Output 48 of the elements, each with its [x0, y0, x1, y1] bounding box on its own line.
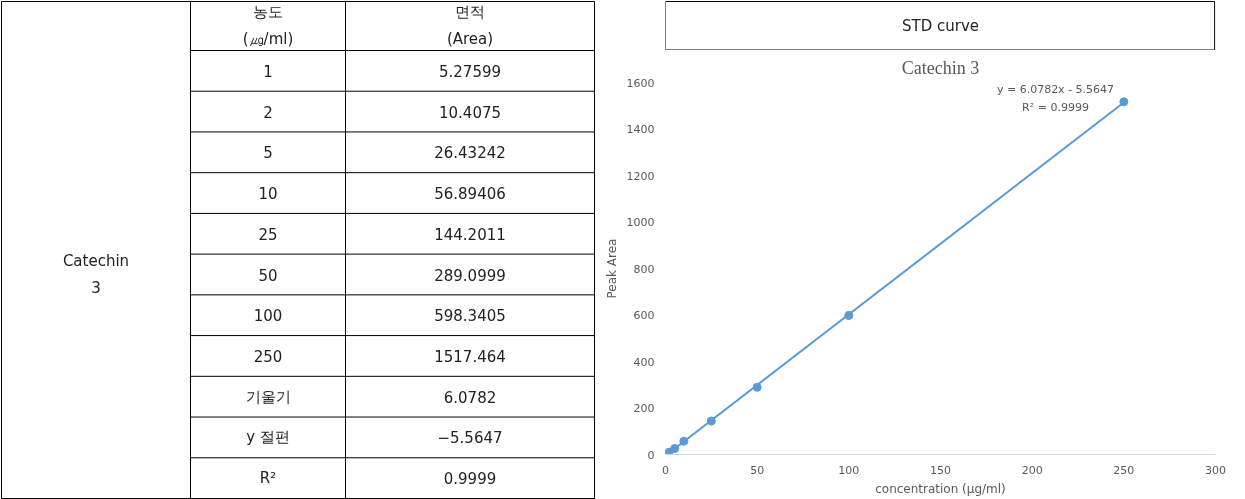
text: 2: [263, 103, 273, 122]
y-tick-label: 0: [647, 448, 655, 462]
y-axis-title: Peak Area: [604, 238, 619, 299]
y-tick-label: 600: [633, 309, 655, 322]
text: 5: [263, 144, 273, 163]
point: [1119, 97, 1129, 107]
y-tick-label: 800: [633, 262, 655, 276]
text: −5.5647: [437, 429, 503, 448]
text: 6.0782: [443, 388, 497, 407]
y-tick-label: 200: [633, 402, 655, 415]
text: 250: [253, 347, 283, 366]
text: 10: [258, 185, 278, 204]
text: 598.3405: [434, 307, 506, 326]
text: 1517.464: [434, 347, 506, 366]
text: 면적 (Area): [446, 3, 494, 48]
annotation: R² = 0.9999: [1022, 100, 1089, 114]
chart-title: Catechin 3: [901, 57, 980, 78]
text: 10.4075: [438, 103, 502, 122]
text: Catechin 3: [62, 252, 130, 297]
x-tick-label: 50: [750, 463, 765, 477]
text: 농도 (㎍/ml): [242, 3, 294, 48]
x-tick-label: 200: [1021, 463, 1043, 477]
x-axis-title: concentration (µg/ml): [875, 481, 1006, 496]
text: R²: [259, 469, 277, 488]
text: 1: [263, 62, 273, 81]
x-tick-label: 0: [662, 463, 669, 477]
x-tick-label: 300: [1205, 463, 1226, 477]
text: 100: [253, 307, 283, 326]
text: 0.9999: [443, 470, 497, 489]
text: STD curve: [901, 16, 980, 35]
text: y 절편: [246, 428, 290, 447]
text: 26.43242: [434, 144, 506, 163]
y-tick-label: 1600: [626, 76, 655, 90]
text: 144.2011: [434, 225, 506, 244]
x-tick-label: 100: [838, 463, 860, 477]
annotation: y = 6.0782x - 5.5647: [996, 82, 1115, 96]
y-tick-label: 1200: [626, 169, 655, 183]
y-tick-label: 1400: [626, 123, 655, 136]
text: 56.89406: [434, 185, 506, 204]
x-tick-label: 150: [930, 463, 951, 477]
x-tick-label: 250: [1113, 463, 1135, 477]
text: 25: [258, 225, 278, 244]
text: 289.0999: [434, 266, 506, 285]
text: 기울기: [245, 387, 291, 406]
text: 5.27599: [438, 62, 502, 81]
y-tick-label: 400: [633, 355, 655, 369]
text: 50: [258, 266, 278, 285]
y-tick-label: 1000: [626, 216, 655, 229]
